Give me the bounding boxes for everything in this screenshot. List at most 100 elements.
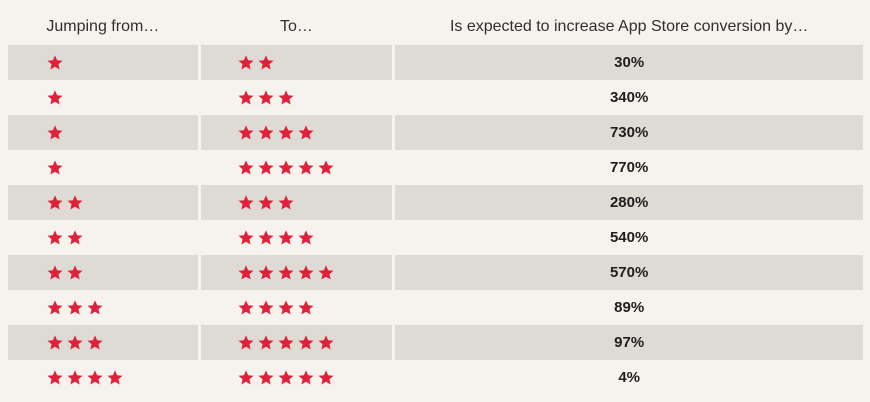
column-divider: [392, 220, 396, 255]
star-icon: [277, 159, 295, 177]
star-icon: [237, 194, 255, 212]
column-divider: [197, 185, 201, 220]
table-row: 97%: [8, 325, 864, 360]
cell-to: [200, 80, 393, 115]
star-icon: [257, 369, 275, 387]
cell-to: [200, 290, 393, 325]
star-icon: [86, 334, 104, 352]
to-rating: [201, 369, 335, 387]
to-rating: [201, 334, 335, 352]
star-icon: [46, 229, 64, 247]
cell-jumping-from: [8, 360, 198, 395]
star-icon: [257, 54, 275, 72]
cell-to: [200, 45, 393, 80]
from-rating: [8, 124, 64, 142]
cell-to: [200, 115, 393, 150]
from-rating: [8, 299, 104, 317]
from-rating: [8, 89, 64, 107]
conversion-table: Jumping from… To… Is expected to increas…: [8, 8, 864, 395]
from-rating: [8, 369, 124, 387]
star-icon: [297, 299, 315, 317]
star-icon: [66, 264, 84, 282]
to-rating: [201, 299, 315, 317]
from-rating: [8, 54, 64, 72]
star-icon: [237, 369, 255, 387]
column-divider: [392, 185, 396, 220]
star-icon: [277, 334, 295, 352]
star-icon: [257, 229, 275, 247]
column-divider: [197, 325, 201, 360]
cell-jumping-from: [8, 185, 198, 220]
table-body: 30% 340% 730% 770% 280% 540% 570% 89% 97% 4%: [8, 45, 864, 395]
column-divider: [197, 220, 201, 255]
from-rating: [8, 194, 84, 212]
header-increase: Is expected to increase App Store conver…: [395, 8, 864, 45]
cell-increase: 89%: [395, 290, 864, 325]
cell-to: [200, 360, 393, 395]
star-icon: [257, 89, 275, 107]
column-divider: [392, 115, 396, 150]
column-divider: [197, 8, 201, 45]
star-icon: [46, 369, 64, 387]
star-icon: [277, 369, 295, 387]
star-icon: [297, 334, 315, 352]
table-header: Jumping from… To… Is expected to increas…: [8, 8, 864, 45]
cell-to: [200, 325, 393, 360]
cell-jumping-from: [8, 115, 198, 150]
cell-to: [200, 255, 393, 290]
column-divider: [197, 45, 201, 80]
column-divider: [392, 8, 396, 45]
star-icon: [257, 124, 275, 142]
star-icon: [46, 194, 64, 212]
cell-jumping-from: [8, 290, 198, 325]
table-row: 4%: [8, 360, 864, 395]
to-rating: [201, 124, 315, 142]
star-icon: [86, 369, 104, 387]
cell-increase: 97%: [395, 325, 864, 360]
cell-jumping-from: [8, 150, 198, 185]
column-divider: [197, 115, 201, 150]
star-icon: [66, 229, 84, 247]
star-icon: [237, 334, 255, 352]
cell-jumping-from: [8, 255, 198, 290]
cell-to: [200, 185, 393, 220]
column-divider: [392, 80, 396, 115]
cell-jumping-from: [8, 45, 198, 80]
cell-jumping-from: [8, 220, 198, 255]
star-icon: [46, 54, 64, 72]
table-row: 30%: [8, 45, 864, 80]
column-divider: [392, 290, 396, 325]
star-icon: [297, 229, 315, 247]
cell-increase: 540%: [395, 220, 864, 255]
to-rating: [201, 264, 335, 282]
star-icon: [46, 159, 64, 177]
from-rating: [8, 159, 64, 177]
star-icon: [46, 124, 64, 142]
star-icon: [277, 264, 295, 282]
table-row: 570%: [8, 255, 864, 290]
star-icon: [237, 264, 255, 282]
from-rating: [8, 264, 84, 282]
cell-increase: 730%: [395, 115, 864, 150]
column-divider: [197, 255, 201, 290]
to-rating: [201, 54, 275, 72]
star-icon: [237, 159, 255, 177]
column-divider: [392, 325, 396, 360]
star-icon: [106, 369, 124, 387]
star-icon: [277, 124, 295, 142]
cell-increase: 770%: [395, 150, 864, 185]
column-divider: [197, 150, 201, 185]
column-divider: [197, 290, 201, 325]
cell-increase: 340%: [395, 80, 864, 115]
column-divider: [392, 150, 396, 185]
column-divider: [392, 255, 396, 290]
cell-to: [200, 220, 393, 255]
to-rating: [201, 159, 335, 177]
table-row: 770%: [8, 150, 864, 185]
to-rating: [201, 89, 295, 107]
column-divider: [392, 45, 396, 80]
star-icon: [297, 124, 315, 142]
from-rating: [8, 334, 104, 352]
to-rating: [201, 194, 295, 212]
star-icon: [317, 334, 335, 352]
